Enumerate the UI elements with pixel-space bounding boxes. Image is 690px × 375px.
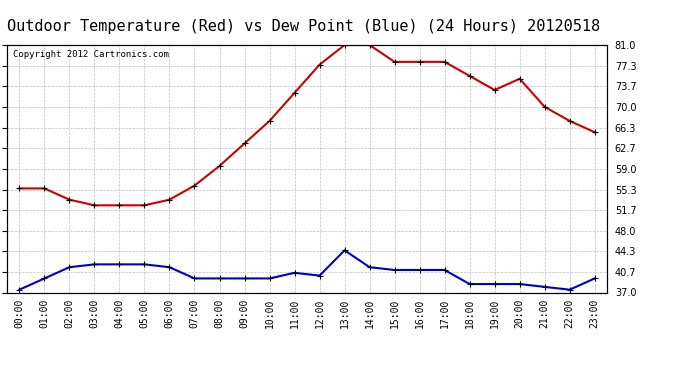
Text: Copyright 2012 Cartronics.com: Copyright 2012 Cartronics.com: [13, 50, 169, 59]
Text: Outdoor Temperature (Red) vs Dew Point (Blue) (24 Hours) 20120518: Outdoor Temperature (Red) vs Dew Point (…: [7, 19, 600, 34]
